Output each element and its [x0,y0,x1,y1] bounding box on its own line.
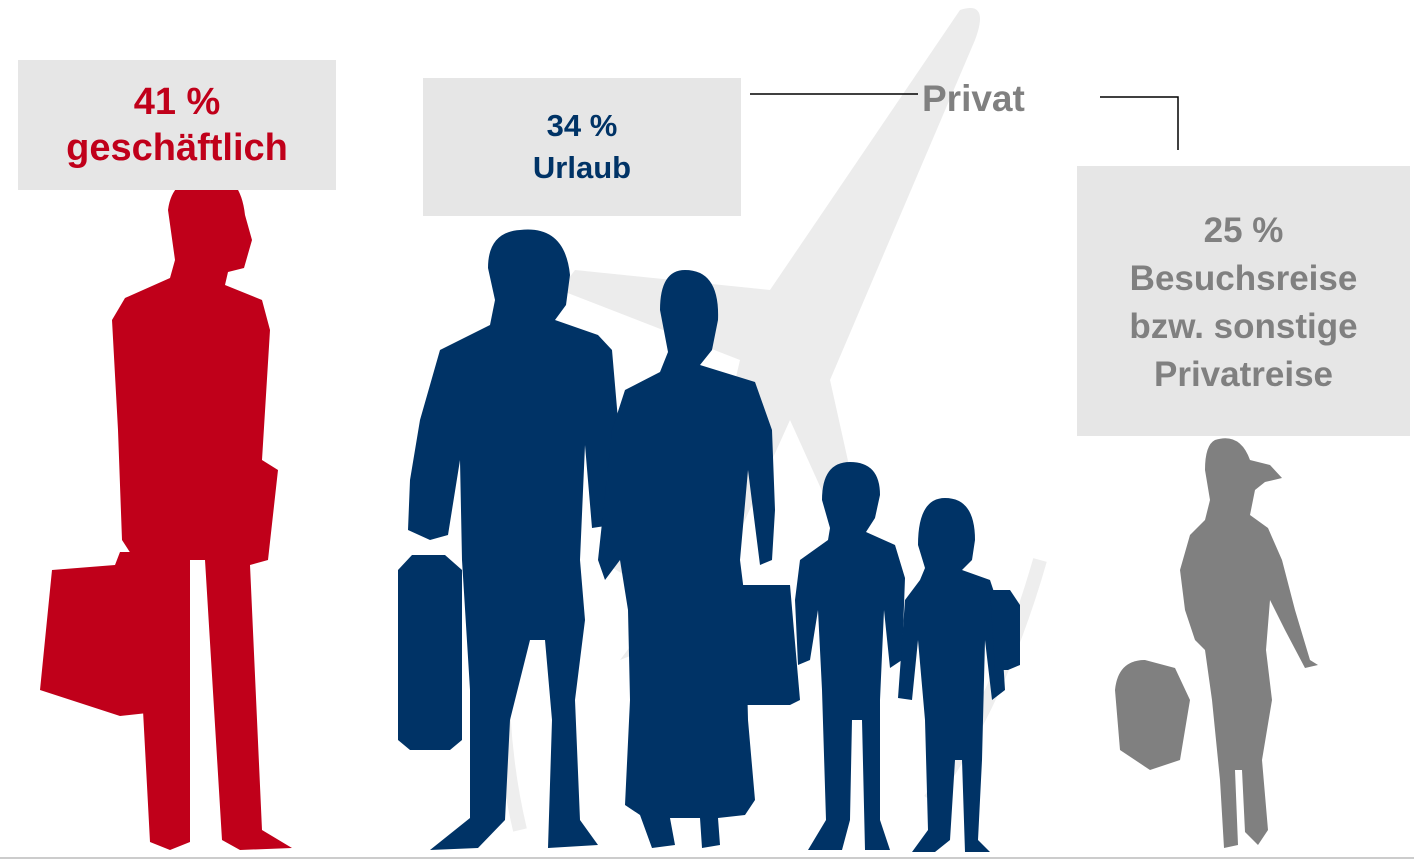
family-silhouette-icon [398,229,1020,852]
business-text: geschäftlich [66,127,288,169]
private-label: Privat [922,78,1025,119]
visit-label-box: 25 % Besuchsreise bzw. sonstige Privatre… [1077,166,1410,436]
vacation-text: Urlaub [532,150,632,185]
vacation-label-box: 34 % Urlaub [423,78,741,216]
business-percent: 41 % [133,81,221,123]
private-bracket [750,93,1179,150]
woman-silhouette-icon [1115,438,1318,848]
visit-percent: 25 % [1203,211,1284,250]
businessman-silhouette-icon [40,174,292,850]
baseline-divider [0,857,1414,859]
vacation-percent: 34 % [546,108,618,143]
visit-text-line-2: bzw. sonstige [1129,307,1358,346]
airplane-icon [560,8,980,710]
visit-text-line-3: Privatreise [1153,355,1334,394]
visit-text-line-1: Besuchsreise [1129,259,1358,298]
business-label-box: 41 % geschäftlich [18,60,336,190]
